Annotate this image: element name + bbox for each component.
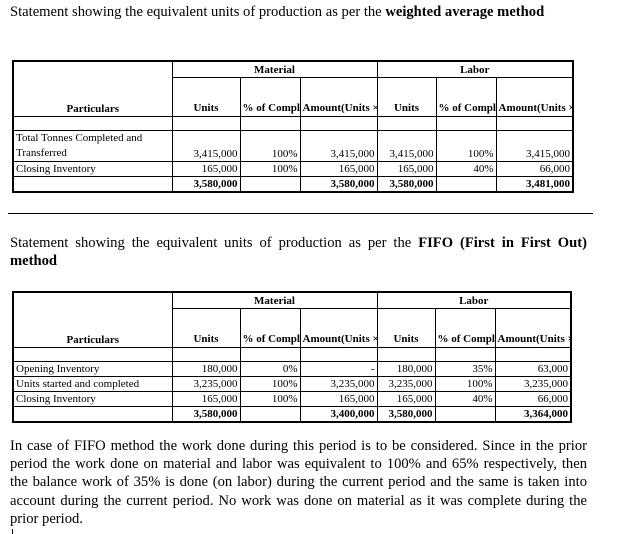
weighted-average-table: Particulars Material Labor Units % of Co… — [12, 60, 575, 193]
labor-amount: 3,235,000 — [494, 376, 572, 392]
labor-pct: 100% — [435, 130, 497, 162]
labor-units: 3,415,000 — [376, 130, 437, 162]
labor-units: 3,235,000 — [376, 376, 436, 392]
col-header-material-units: Units — [171, 308, 241, 348]
fifo-explanation-paragraph: In case of FIFO method the work done dur… — [10, 438, 587, 527]
group-header-material: Material — [171, 60, 378, 78]
total-material-units: 3,580,000 — [171, 406, 241, 423]
group-header-labor: Labor — [376, 291, 572, 309]
material-amount: 165,000 — [299, 161, 378, 177]
group-header-material: Material — [171, 291, 378, 309]
material-amount: 3,415,000 — [299, 130, 378, 162]
col-header-labor-amount: Amount(Units ×% completed — [494, 308, 572, 348]
material-amount: 3,235,000 — [299, 376, 378, 392]
col-header-material-pct: % of Completion — [239, 308, 301, 348]
spacer-row — [12, 347, 572, 362]
total-labor-pct — [435, 176, 497, 193]
material-pct: 0% — [239, 361, 301, 377]
col-header-material-amount: Amount(Units ×% completed — [299, 308, 378, 348]
col-header-labor-pct: % of Completion — [435, 77, 497, 117]
labor-pct: 35% — [434, 361, 496, 377]
total-labor-amount: 3,364,000 — [494, 406, 572, 423]
table-row: Total Tonnes Completed and Transferred 3… — [12, 130, 574, 162]
labor-units: 165,000 — [376, 161, 437, 177]
row-label: Total Tonnes Completed and Transferred — [12, 130, 173, 162]
text-cursor — [12, 529, 13, 534]
table-row: Closing Inventory 165,000 100% 165,000 1… — [12, 391, 572, 407]
material-units: 165,000 — [171, 161, 241, 177]
col-header-particulars: Particulars — [12, 291, 173, 348]
group-header-labor: Labor — [376, 60, 574, 78]
total-material-amount: 3,580,000 — [299, 176, 378, 193]
col-header-labor-amount: Amount(Units ×% completed — [495, 77, 574, 117]
col-header-material-pct: % of Completion — [239, 77, 301, 117]
labor-amount: 63,000 — [494, 361, 572, 377]
heading-method-name: FIFO (First in First Out) method — [10, 235, 587, 269]
col-header-material-amount: Amount(Units ×% completed — [299, 77, 378, 117]
spacer-row — [12, 116, 574, 131]
material-amount: - — [299, 361, 378, 377]
heading-text: Statement showing the equivalent units o… — [10, 4, 386, 20]
total-row: 3,580,000 3,580,000 3,580,000 3,481,000 — [12, 176, 574, 193]
heading-text: Statement showing the equivalent units o… — [10, 235, 419, 251]
labor-pct: 40% — [435, 161, 497, 177]
material-units: 3,235,000 — [171, 376, 241, 392]
section-divider — [8, 213, 593, 214]
total-label — [12, 176, 173, 193]
fifo-heading: Statement showing the equivalent units o… — [10, 234, 587, 270]
table-row: Units started and completed 3,235,000 10… — [12, 376, 572, 392]
col-header-material-units: Units — [171, 77, 241, 117]
material-pct: 100% — [239, 130, 301, 162]
col-header-particulars: Particulars — [12, 60, 173, 117]
labor-pct: 40% — [434, 391, 496, 407]
total-material-pct — [239, 176, 301, 193]
total-labor-units: 3,580,000 — [376, 176, 437, 193]
table-row: Closing Inventory 165,000 100% 165,000 1… — [12, 161, 574, 177]
material-units: 3,415,000 — [171, 130, 241, 162]
total-row: 3,580,000 3,400,000 3,580,000 3,364,000 — [12, 406, 572, 423]
col-header-labor-units: Units — [376, 77, 437, 117]
row-label: Units started and completed — [12, 376, 173, 392]
labor-amount: 66,000 — [495, 161, 574, 177]
fifo-table: Particulars Material Labor Units % of Co… — [12, 291, 573, 423]
material-pct: 100% — [239, 376, 301, 392]
labor-amount: 3,415,000 — [495, 130, 574, 162]
col-header-labor-pct: % of Completion — [434, 308, 496, 348]
row-label: Opening Inventory — [12, 361, 173, 377]
weighted-average-heading: Statement showing the equivalent units o… — [10, 3, 587, 21]
total-labor-amount: 3,481,000 — [495, 176, 574, 193]
material-amount: 165,000 — [299, 391, 378, 407]
material-pct: 100% — [239, 161, 301, 177]
labor-units: 165,000 — [376, 391, 436, 407]
table-row: Opening Inventory 180,000 0% - 180,000 3… — [12, 361, 572, 377]
labor-pct: 100% — [434, 376, 496, 392]
heading-method-name: weighted average method — [385, 4, 545, 20]
total-material-amount: 3,400,000 — [299, 406, 378, 423]
material-units: 180,000 — [171, 361, 241, 377]
row-label: Closing Inventory — [12, 161, 173, 177]
labor-amount: 66,000 — [494, 391, 572, 407]
total-material-pct — [239, 406, 301, 423]
labor-units: 180,000 — [376, 361, 436, 377]
material-units: 165,000 — [171, 391, 241, 407]
total-material-units: 3,580,000 — [171, 176, 241, 193]
total-label — [12, 406, 173, 423]
row-label: Closing Inventory — [12, 391, 173, 407]
total-labor-units: 3,580,000 — [376, 406, 436, 423]
total-labor-pct — [434, 406, 496, 423]
col-header-labor-units: Units — [376, 308, 436, 348]
material-pct: 100% — [239, 391, 301, 407]
